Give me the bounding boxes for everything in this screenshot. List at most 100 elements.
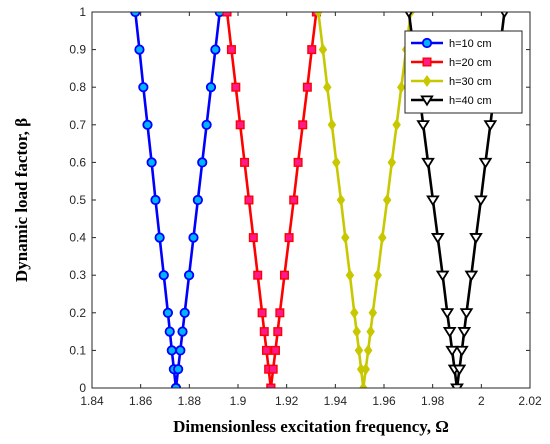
data-point [270, 345, 280, 355]
legend-marker [421, 37, 433, 49]
x-tick-label: 1.84 [80, 394, 104, 408]
data-point [293, 157, 303, 167]
data-point [307, 45, 317, 55]
data-point [188, 232, 199, 243]
data-point [214, 12, 225, 18]
legend-label: h=40 cm [449, 95, 492, 107]
data-point [164, 326, 175, 337]
data-point [273, 327, 283, 337]
data-point [469, 233, 483, 244]
data-point [352, 325, 361, 338]
x-tick-label: 1.94 [324, 394, 348, 408]
y-tick-label: 0.8 [69, 80, 86, 94]
data-point [457, 327, 472, 338]
data-point [261, 345, 271, 355]
legend-marker [422, 74, 432, 88]
data-point [387, 156, 397, 169]
data-point [173, 364, 184, 375]
data-point [222, 12, 232, 17]
y-tick-label: 0 [79, 381, 86, 395]
data-point [134, 44, 145, 55]
data-point [192, 194, 203, 206]
data-point [464, 270, 479, 282]
data-point [162, 307, 174, 318]
data-point [382, 193, 392, 207]
data-point [500, 12, 509, 19]
data-point [332, 156, 341, 169]
data-point [459, 308, 474, 320]
data-point [455, 345, 469, 357]
data-point [257, 308, 267, 318]
data-point [226, 45, 236, 55]
data-point [478, 157, 493, 169]
data-point [361, 363, 370, 376]
data-point [197, 157, 208, 168]
y-tick-label: 0.4 [69, 231, 86, 245]
data-point [284, 233, 294, 243]
data-point [266, 383, 276, 388]
data-point [268, 364, 278, 374]
data-point [421, 157, 435, 169]
data-point [435, 270, 450, 282]
data-point [397, 81, 406, 94]
data-point [404, 12, 413, 19]
y-tick-label: 0.3 [69, 268, 86, 282]
data-point [177, 326, 188, 337]
data-point [289, 195, 299, 205]
data-point [363, 344, 373, 357]
data-point [442, 327, 457, 338]
data-point [445, 345, 459, 357]
series-layer [130, 12, 509, 388]
ticks-layer: 1.84 1.86 1.88 1.9 1.92 1.94 1.96 1.98 2 2.02 0 0.1… [69, 5, 542, 408]
data-point [318, 43, 328, 56]
data-point [240, 157, 250, 167]
data-point [426, 195, 440, 207]
y-tick-label: 0.6 [69, 155, 86, 169]
data-point [275, 308, 285, 318]
data-point [302, 82, 312, 92]
legend-marker [420, 95, 434, 107]
data-point [378, 231, 387, 244]
y-tick-label: 0.1 [69, 343, 86, 357]
y-axis-title: Dynamic load factor, β [12, 118, 31, 282]
x-tick-label: 1.96 [372, 394, 396, 408]
data-point [327, 118, 337, 131]
y-tick-label: 0.2 [69, 306, 86, 320]
data-point [183, 270, 195, 281]
data-point [359, 381, 368, 388]
data-point [154, 232, 165, 243]
data-point [201, 119, 212, 130]
data-point [345, 269, 355, 282]
x-tick-label: 1.9 [230, 394, 247, 408]
data-point [440, 308, 455, 320]
data-point [259, 327, 269, 337]
x-tick-label: 1.88 [178, 394, 202, 408]
data-point [231, 82, 241, 92]
data-point [373, 269, 382, 282]
data-point [474, 195, 488, 207]
y-tick-label: 1 [79, 5, 86, 19]
legend-item: h=30 cm [411, 74, 492, 88]
legend-item: h=20 cm [411, 57, 492, 69]
data-point [483, 120, 498, 132]
legend-label: h=30 cm [449, 76, 492, 88]
data-point [366, 325, 375, 338]
data-point [323, 81, 332, 94]
series-2 [222, 12, 321, 388]
data-point [244, 195, 254, 205]
data-point [392, 118, 401, 131]
y-tick-label: 0.7 [69, 118, 86, 132]
data-point [210, 44, 221, 55]
data-point [368, 306, 378, 319]
data-point [130, 12, 141, 18]
data-point [279, 270, 289, 280]
legend-label: h=20 cm [449, 57, 492, 69]
x-tick-label: 2.02 [518, 394, 542, 408]
data-point [248, 233, 258, 243]
data-point [235, 120, 245, 130]
data-point [416, 120, 431, 132]
legend: h=10 cm h=20 cm h=30 cm h=40 cm [404, 30, 523, 114]
data-point [341, 231, 350, 244]
data-point [205, 82, 217, 93]
